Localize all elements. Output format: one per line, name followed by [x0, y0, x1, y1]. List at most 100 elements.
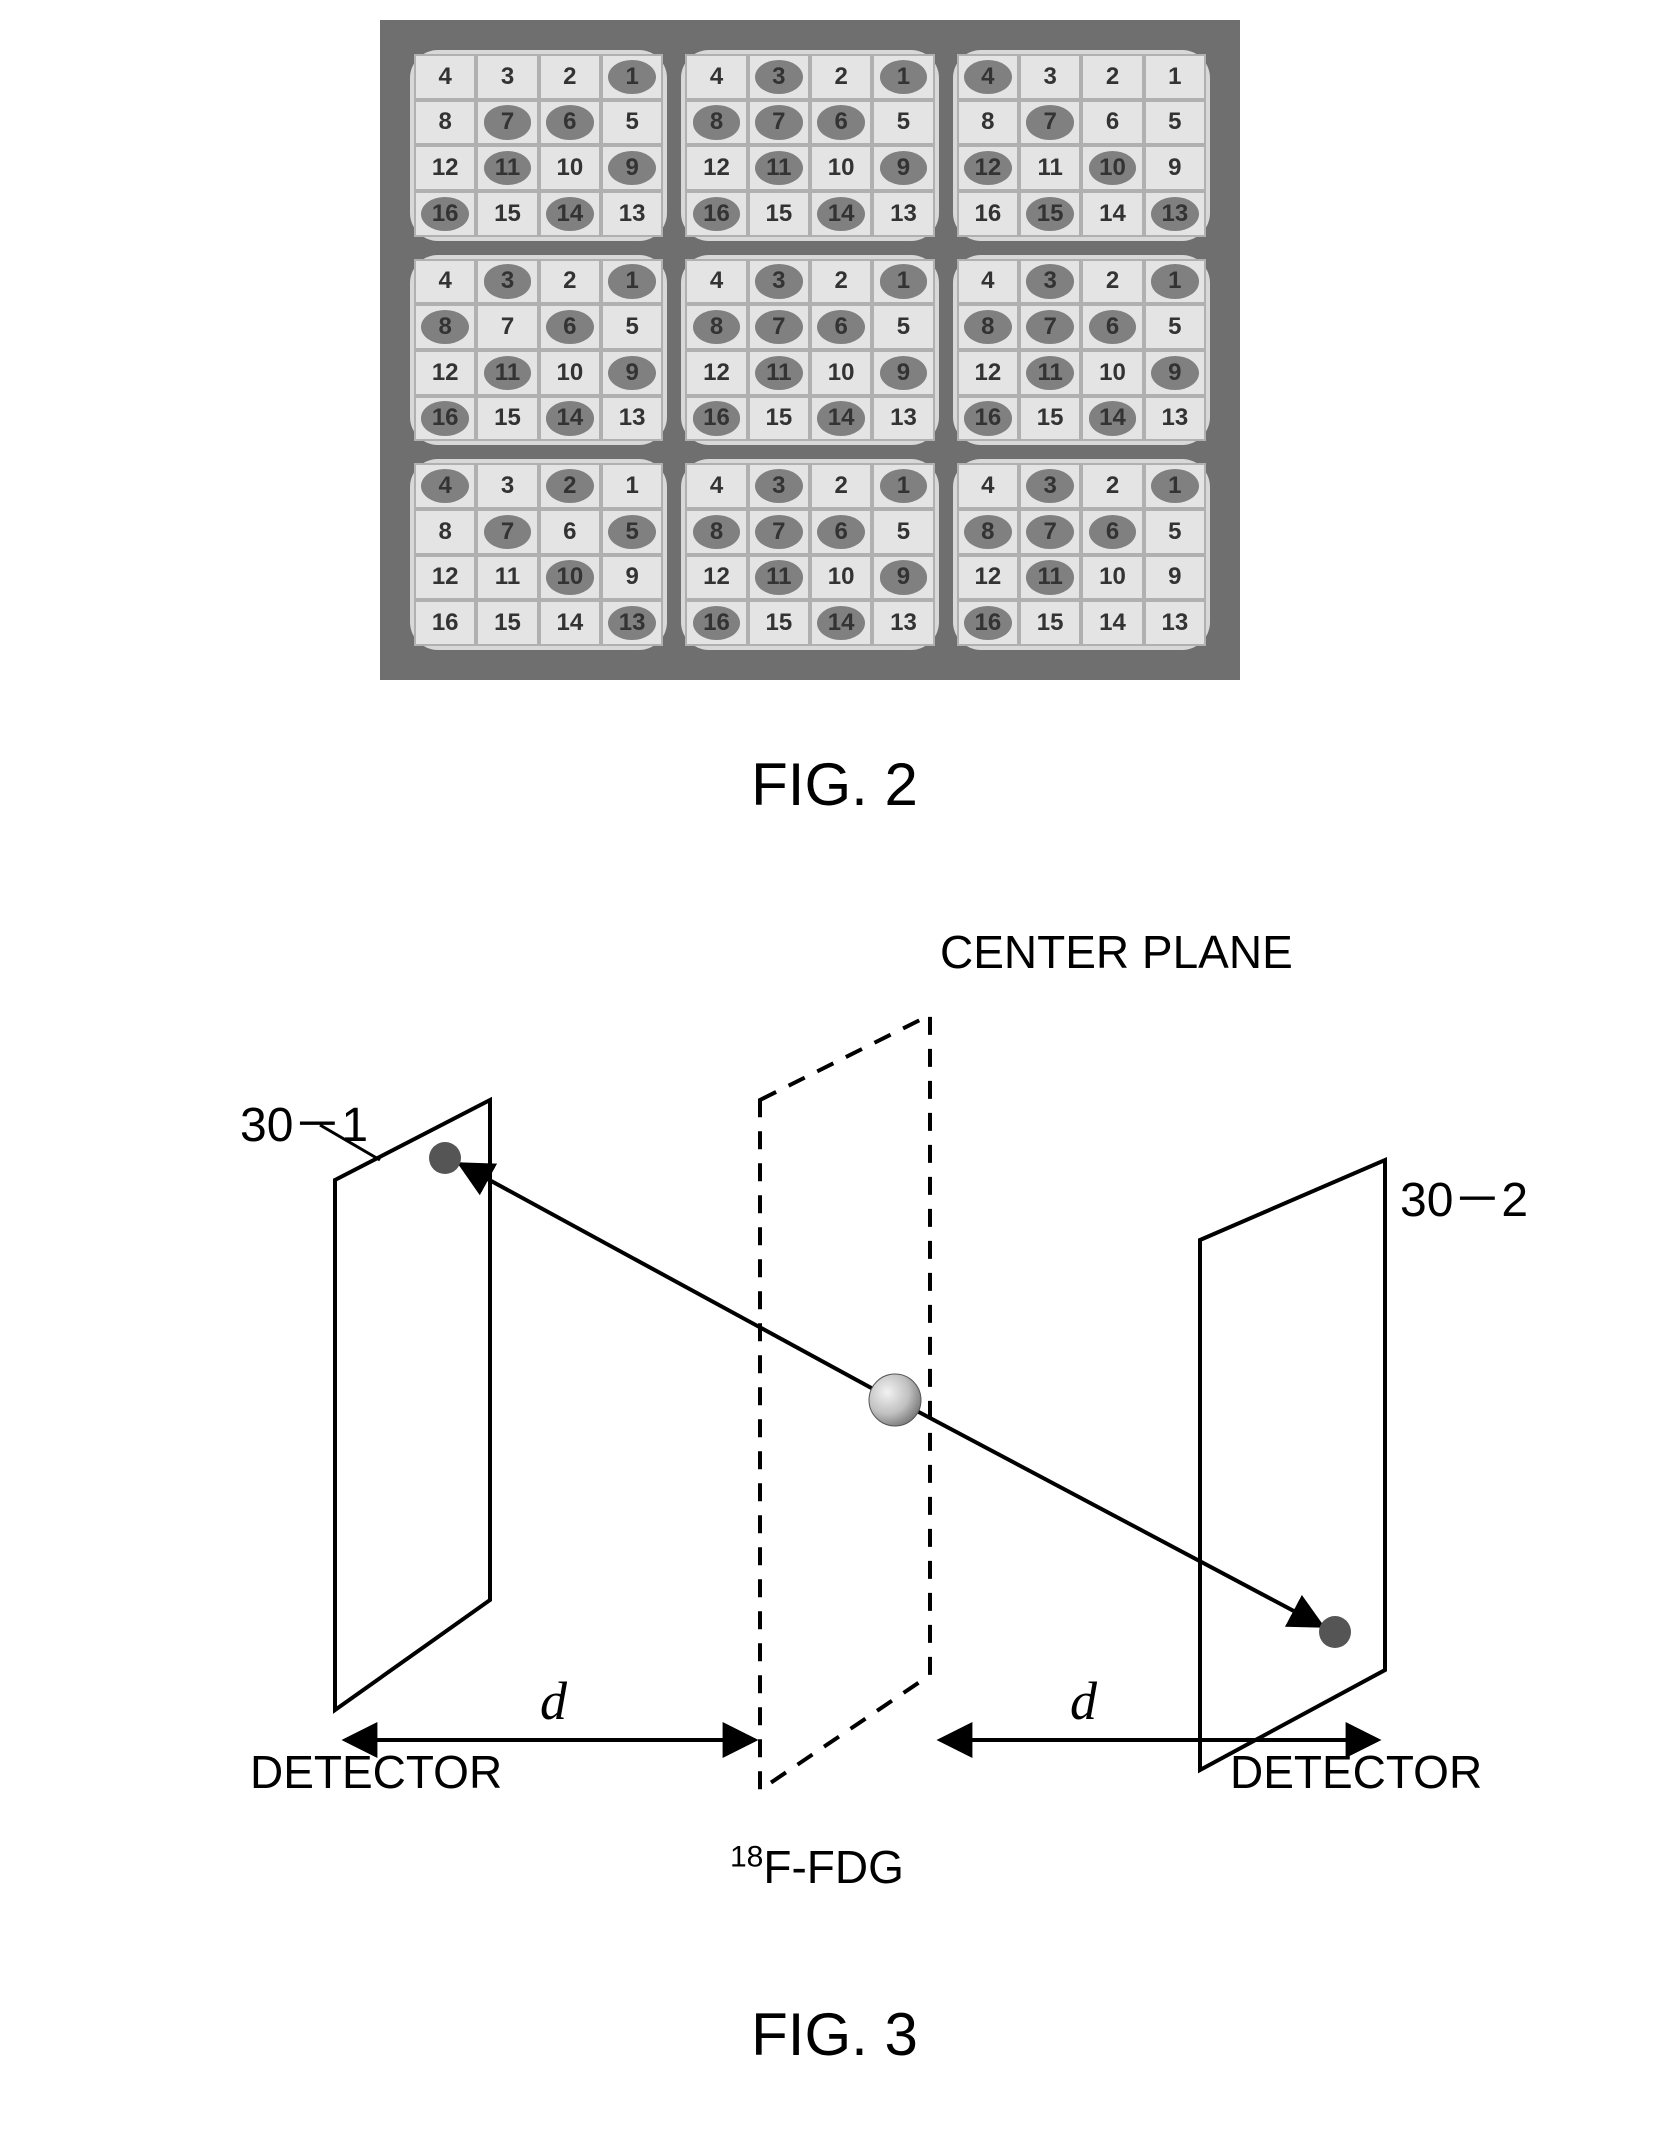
detector-cell	[957, 145, 1019, 191]
label-distance-left: d	[540, 1670, 567, 1732]
detector-cell	[748, 463, 810, 509]
detector-cell	[414, 463, 476, 509]
tracer-sup: 18	[730, 1841, 763, 1874]
detector-cell	[1081, 600, 1143, 646]
detector-block	[410, 50, 667, 241]
detector-cell	[872, 304, 934, 350]
detector-cell	[957, 191, 1019, 237]
detector-block	[681, 255, 938, 446]
detector-cell	[476, 259, 538, 305]
detector-cell	[414, 396, 476, 442]
detector-cell	[810, 145, 872, 191]
detector-cell	[601, 463, 663, 509]
detector-cell	[810, 396, 872, 442]
detector-cell	[872, 191, 934, 237]
right-detector-plane	[1200, 1160, 1385, 1770]
detector-cell	[1019, 100, 1081, 146]
detector-cell	[1144, 463, 1206, 509]
detector-cell	[476, 509, 538, 555]
detector-cell	[539, 350, 601, 396]
detector-cell	[1144, 350, 1206, 396]
detector-cell	[1144, 396, 1206, 442]
tracer-main: F-FDG	[763, 1841, 904, 1893]
detector-cell	[1144, 54, 1206, 100]
hit-left	[429, 1142, 461, 1174]
detector-cell	[1081, 145, 1143, 191]
detector-cell	[872, 54, 934, 100]
detector-cell	[1081, 100, 1143, 146]
fig3-caption: FIG. 3	[0, 2000, 1669, 2069]
detector-cell	[1081, 259, 1143, 305]
detector-cell	[476, 100, 538, 146]
detector-cell	[1019, 54, 1081, 100]
detector-cell	[685, 396, 747, 442]
detector-cell	[1081, 396, 1143, 442]
detector-cell	[810, 463, 872, 509]
detector-cell	[414, 145, 476, 191]
detector-cell	[1144, 600, 1206, 646]
detector-cell	[872, 100, 934, 146]
detector-block	[681, 459, 938, 650]
detector-cell	[414, 509, 476, 555]
label-center-plane: CENTER PLANE	[940, 925, 1293, 979]
detector-cell	[957, 259, 1019, 305]
detector-cell	[748, 600, 810, 646]
detector-cell	[957, 396, 1019, 442]
detector-cell	[872, 509, 934, 555]
label-distance-right: d	[1070, 1670, 1097, 1732]
detector-cell	[685, 350, 747, 396]
label-detector-left-ref: 30－1	[240, 1085, 368, 1155]
detector-cell	[872, 600, 934, 646]
fig3-diagram: CENTER PLANE 30－1 30－2 DETECTOR DETECTOR…	[120, 900, 1550, 1950]
detector-cell	[1144, 100, 1206, 146]
detector-cell	[810, 100, 872, 146]
detector-cell	[957, 100, 1019, 146]
detector-cell	[601, 509, 663, 555]
detector-cell	[1081, 54, 1143, 100]
lor-left	[460, 1164, 875, 1390]
detector-cell	[539, 191, 601, 237]
detector-cell	[1019, 396, 1081, 442]
detector-cell	[476, 396, 538, 442]
detector-cell	[1144, 304, 1206, 350]
detector-cell	[539, 463, 601, 509]
detector-cell	[872, 396, 934, 442]
detector-cell	[539, 259, 601, 305]
detector-cell	[1144, 191, 1206, 237]
detector-cell	[414, 600, 476, 646]
detector-cell	[539, 54, 601, 100]
label-tracer: 18F-FDG	[730, 1840, 904, 1894]
detector-cell	[685, 145, 747, 191]
detector-cell	[685, 463, 747, 509]
detector-cell	[685, 259, 747, 305]
label-detector-right: DETECTOR	[1230, 1745, 1482, 1799]
detector-cell	[539, 100, 601, 146]
detector-cell	[748, 555, 810, 601]
detector-cell	[1019, 600, 1081, 646]
detector-cell	[810, 555, 872, 601]
detector-cell	[748, 259, 810, 305]
fig2-blocks-grid	[410, 50, 1210, 650]
detector-cell	[1081, 350, 1143, 396]
detector-cell	[957, 54, 1019, 100]
detector-cell	[539, 145, 601, 191]
left-detector-plane	[335, 1100, 490, 1710]
detector-cell	[539, 304, 601, 350]
detector-cell	[1081, 509, 1143, 555]
detector-cell	[539, 555, 601, 601]
detector-cell	[810, 259, 872, 305]
detector-cell	[1144, 509, 1206, 555]
detector-cell	[601, 259, 663, 305]
detector-cell	[1144, 555, 1206, 601]
detector-cell	[748, 191, 810, 237]
detector-cell	[872, 555, 934, 601]
detector-cell	[1019, 555, 1081, 601]
detector-cell	[414, 259, 476, 305]
detector-cell	[1019, 509, 1081, 555]
detector-cell	[1081, 463, 1143, 509]
detector-cell	[748, 100, 810, 146]
detector-cell	[476, 191, 538, 237]
detector-cell	[685, 54, 747, 100]
detector-cell	[414, 54, 476, 100]
detector-cell	[476, 54, 538, 100]
